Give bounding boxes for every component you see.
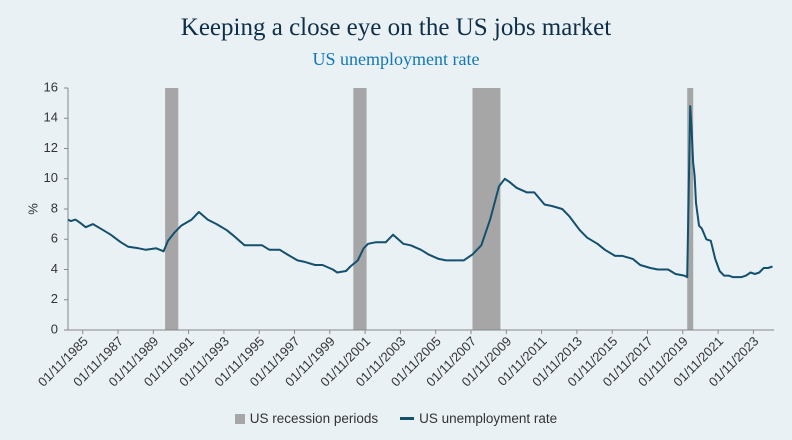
y-tick-label: 2 [51, 291, 58, 306]
unemployment-series [67, 105, 773, 279]
y-tick-label: 8 [51, 200, 58, 215]
legend-label-recession: US recession periods [249, 411, 379, 426]
recession-band [353, 88, 367, 330]
recession-bands [165, 88, 694, 330]
recession-band [472, 88, 501, 330]
y-tick-label: 12 [44, 140, 58, 155]
recession-band [687, 88, 694, 330]
legend-label-unemployment: US unemployment rate [419, 411, 558, 426]
y-tick-label: 4 [51, 261, 58, 276]
x-axis: 01/11/198501/11/198701/11/198901/11/1991… [35, 329, 774, 389]
legend-item-recession: US recession periods [234, 411, 379, 426]
y-tick-label: 16 [44, 79, 58, 94]
y-axis: 0 2 4 6 8 10 12 14 16 [44, 79, 69, 336]
recession-band [165, 88, 179, 330]
legend: US recession periods US unemployment rat… [0, 411, 792, 426]
y-tick-label: 14 [44, 110, 58, 125]
chart-title: Keeping a close eye on the US jobs marke… [180, 14, 612, 41]
unemployment-line [67, 105, 773, 279]
line-swatch-icon [400, 417, 415, 420]
recession-swatch-icon [234, 413, 245, 424]
legend-item-unemployment: US unemployment rate [400, 411, 557, 426]
y-tick-label: 0 [51, 321, 58, 336]
chart-subtitle: US unemployment rate [312, 49, 480, 69]
y-axis-title: % [25, 203, 40, 215]
y-tick-label: 6 [51, 231, 58, 246]
y-tick-label: 10 [44, 170, 58, 185]
